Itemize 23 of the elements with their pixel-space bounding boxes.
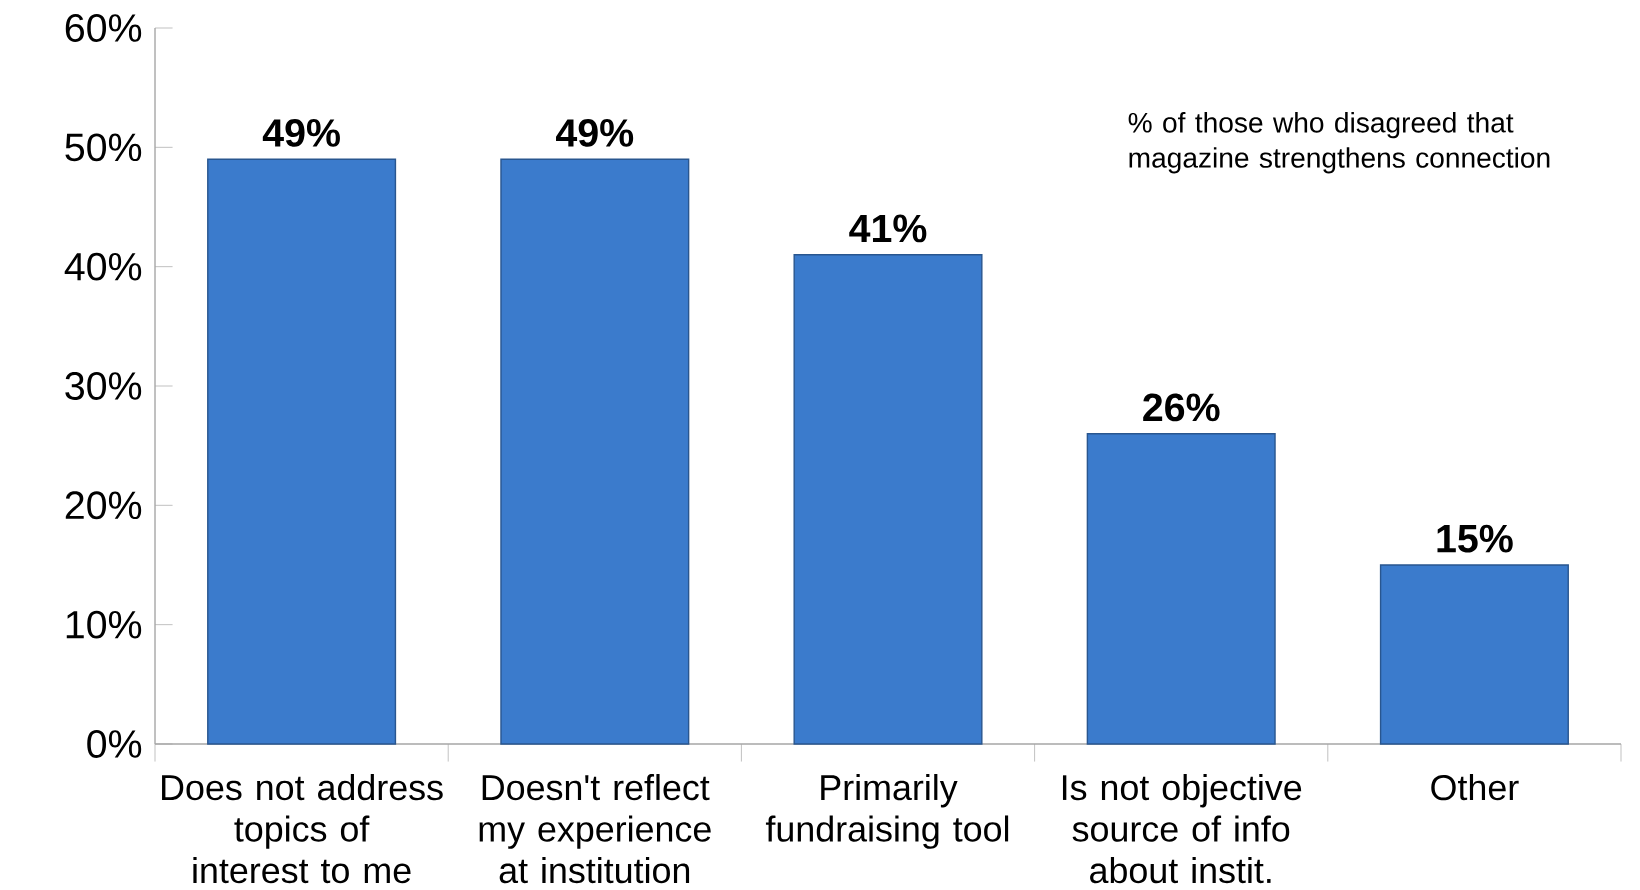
- bar: [1086, 433, 1276, 745]
- y-tick-label: 40%: [64, 252, 142, 281]
- data-label: 49%: [556, 118, 634, 147]
- data-label: 49%: [262, 118, 340, 147]
- x-tick-label: Other: [1431, 773, 1519, 801]
- data-label: 41%: [849, 214, 927, 243]
- bar: [793, 254, 983, 745]
- bar: [207, 158, 397, 745]
- data-label: 15%: [1437, 524, 1513, 553]
- x-tick-label: Primarily fundraising tool: [765, 773, 1009, 849]
- y-tick-label: 50%: [65, 133, 142, 162]
- x-tick-label: Does not address topics of interest to me: [162, 773, 443, 884]
- y-tick-label: 60%: [65, 14, 142, 42]
- data-label: 26%: [1143, 393, 1220, 422]
- y-tick-label: 10%: [66, 610, 142, 639]
- y-tick-label: 0%: [87, 730, 142, 758]
- x-tick-label: Doesn't reflect my experience at institution: [479, 773, 711, 884]
- y-tick-label: 30%: [65, 372, 142, 400]
- bar: [1379, 564, 1569, 745]
- annotation: % of those who disagreed that magazine strengthens connection: [1128, 112, 1550, 174]
- y-tick-label: 20%: [65, 491, 142, 520]
- x-tick-label: Is not objective source of info about instit.: [1062, 773, 1302, 884]
- bar: [500, 158, 690, 745]
